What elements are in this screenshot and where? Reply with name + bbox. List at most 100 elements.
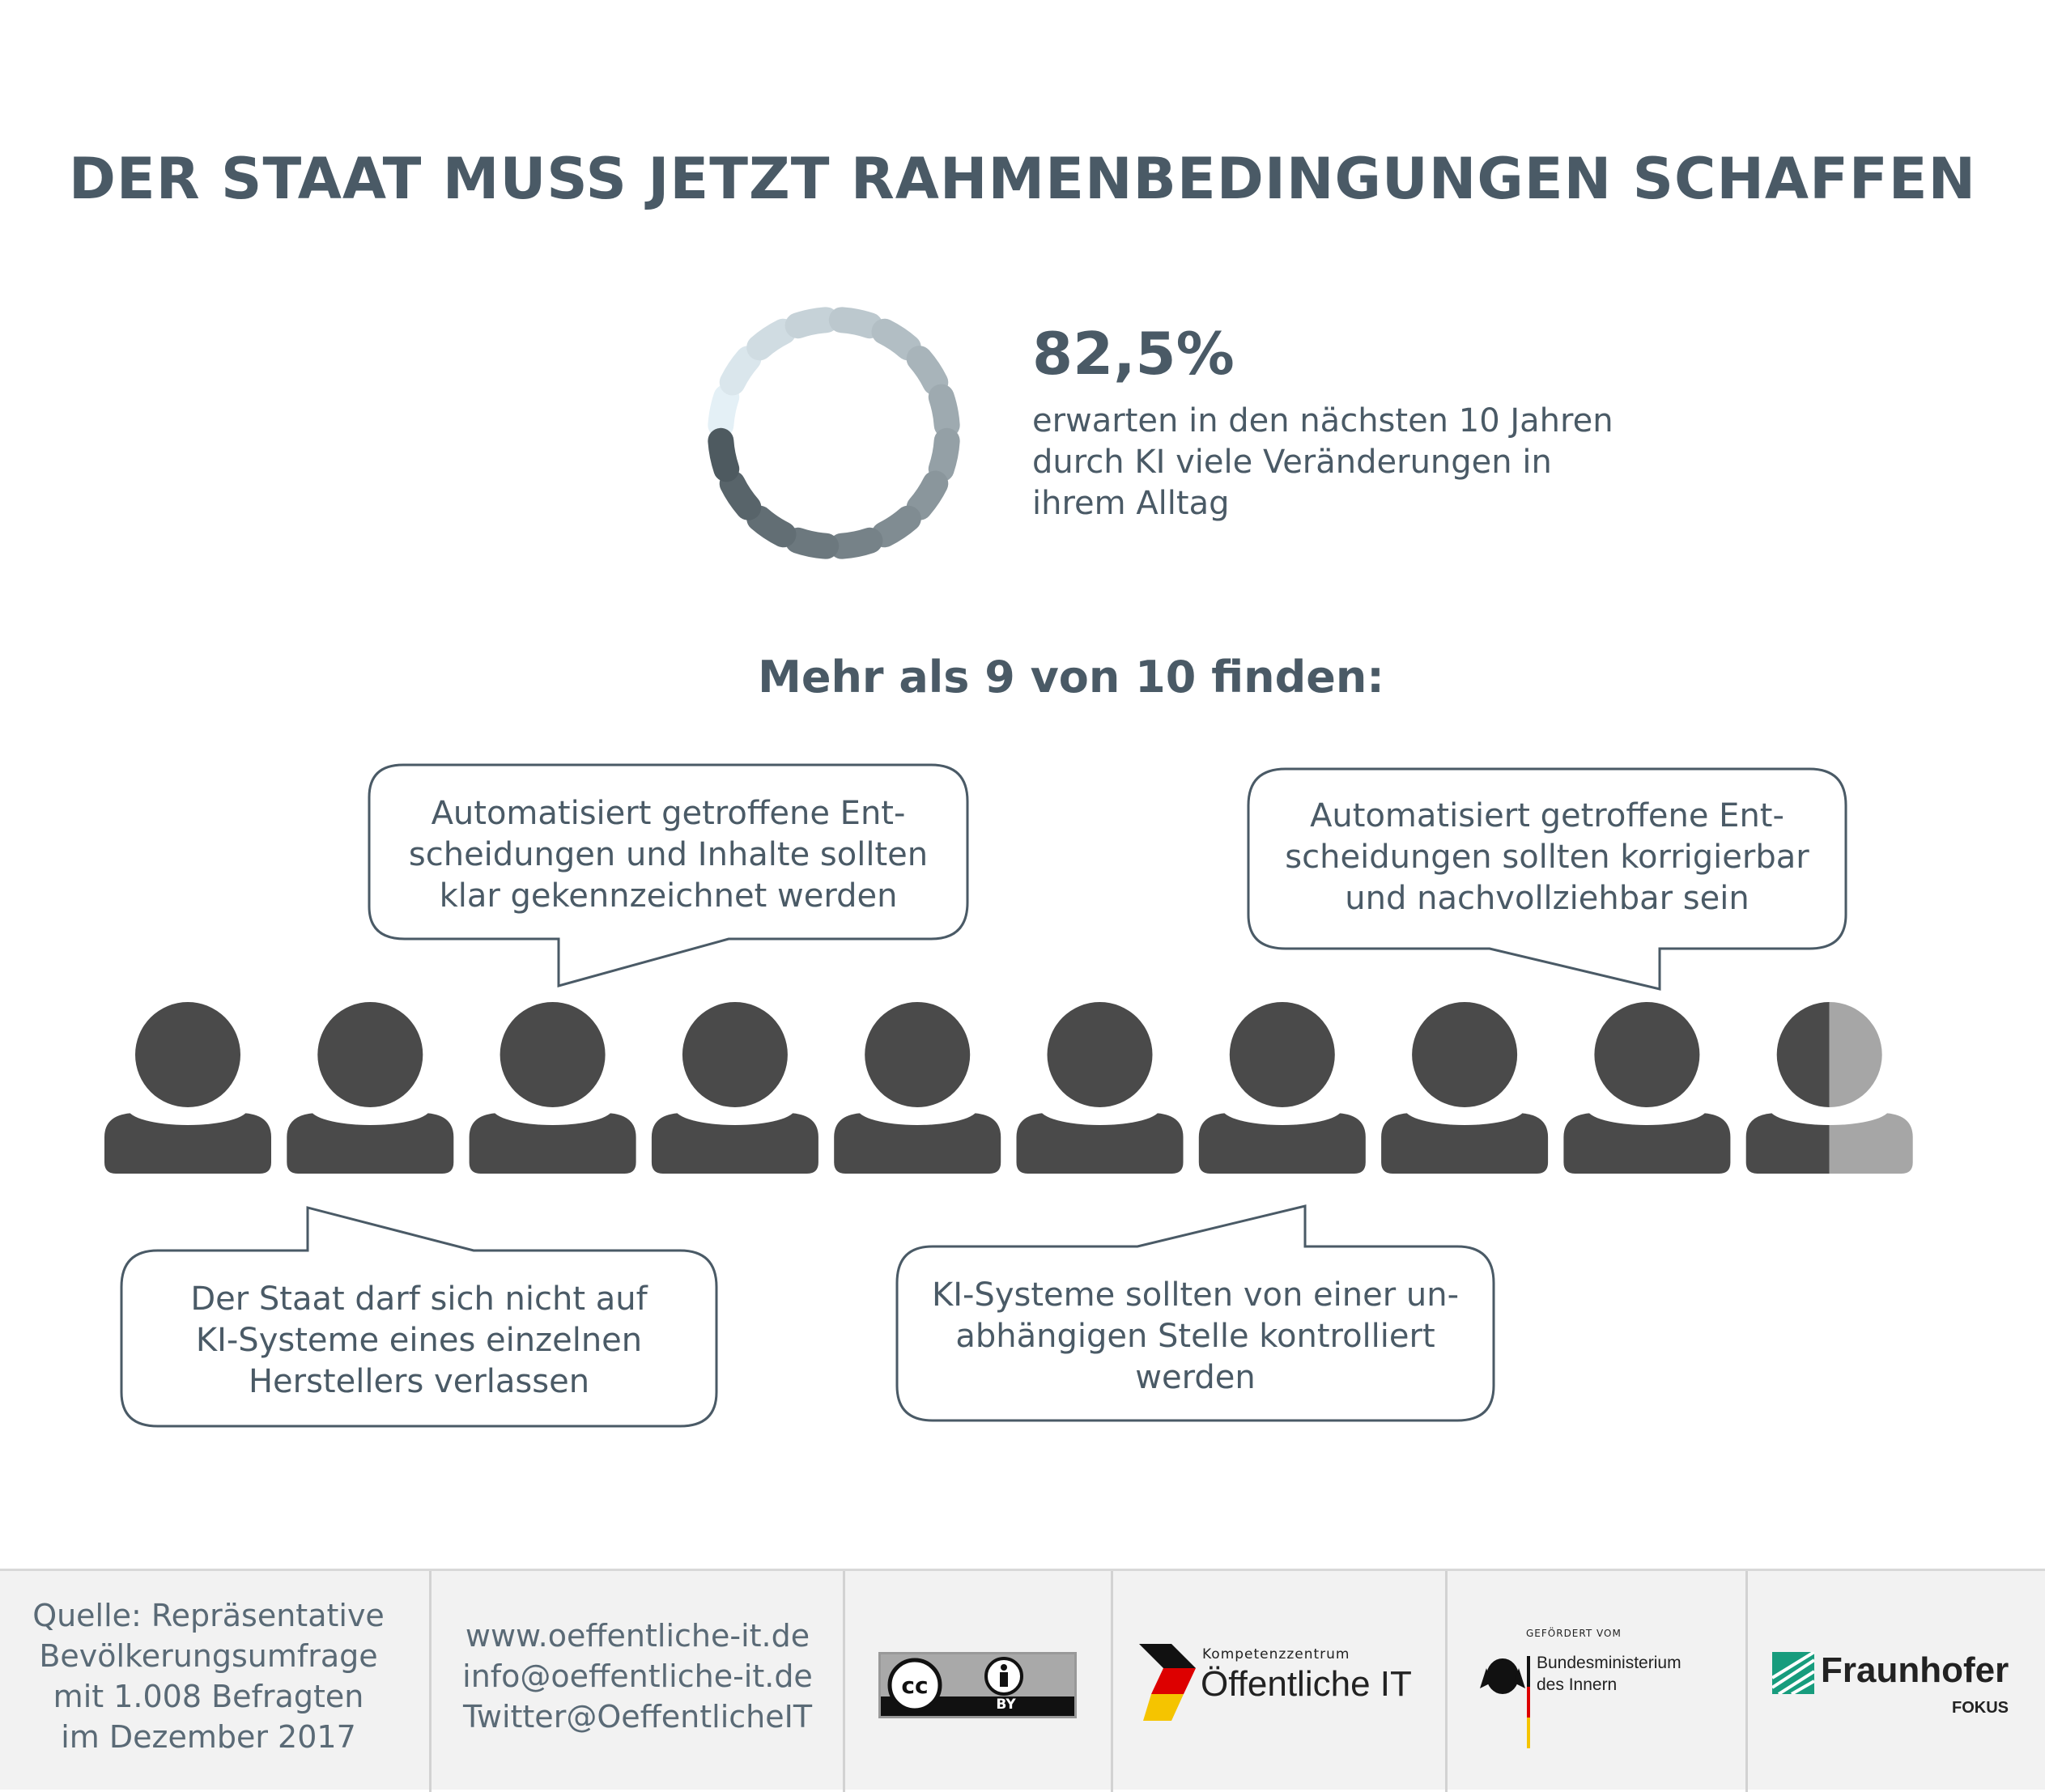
person-head [317,1002,423,1107]
stat-value: 82,5% [1032,320,1235,388]
bubble-line: Herstellers verlassen [248,1363,590,1400]
stat-desc-line: erwarten in den nächsten 10 Jahren [1032,402,1613,440]
bubble-line: KI-Systeme sollten von einer un- [931,1276,1460,1314]
footer-source: Quelle: Repräsentative Bevölkerungsumfra… [24,1571,393,1792]
speech-bubble-1-outline [368,763,969,987]
bubble-line: abhängigen Stelle kontrolliert [955,1318,1435,1355]
bubble-line: und nachvollziehbar sein [1345,880,1750,917]
ring-segment [906,470,949,520]
person-head [1229,1002,1335,1107]
german-flag-icon [1139,1644,1196,1721]
eagle-icon [1480,1656,1530,1748]
footer-divider [1445,1571,1448,1792]
ring-segment [719,346,762,396]
ring-segment [746,505,797,548]
speech-bubble-4: KI-Systeme sollten von einer un- abhängi… [897,1275,1494,1399]
person-neck-gap [310,1093,431,1125]
speech-bubble-1: Automatisiert getroffene Ent- scheidunge… [369,793,967,917]
license-label: BY [996,1696,1016,1713]
ring-segment [784,307,840,339]
bmi-logo: GEFÖRDERT VOM Bundesministerium des Inne… [1448,1571,1745,1792]
person-neck-gap [1405,1093,1525,1125]
website-link[interactable]: www.oeffentliche-it.de [465,1618,810,1654]
ring-segment [746,318,797,361]
page-title: DER STAAT MUSS JETZT RAHMENBEDINGUNGEN S… [68,146,1977,212]
ring-segment [708,427,740,482]
progress-ring [708,307,960,559]
source-line: mit 1.008 Befragten [53,1679,364,1714]
person-icon [1016,1002,1184,1174]
fraunhofer-mark-icon [1772,1652,1814,1694]
footer-divider [1111,1571,1113,1792]
bubble-line: klar gekennzeichnet werden [439,877,898,915]
person-neck-gap [492,1093,613,1125]
cc-by-license-badge: cc BY [878,1652,1077,1718]
svg-text:cc: cc [901,1672,928,1699]
speech-bubble-2-outline [1247,767,1847,991]
bubble-line: KI-Systeme eines einzelnen [195,1322,643,1359]
ring-segment [928,384,960,439]
bubble-line: Automatisiert getroffene Ent- [431,795,906,832]
footer-divider [843,1571,845,1792]
person-neck-gap [1587,1093,1707,1125]
person-head [1776,1002,1882,1107]
bubble-line: werden [1135,1359,1256,1396]
person-neck-gap [1222,1093,1342,1125]
speech-bubbles [120,763,1847,1428]
email-link[interactable]: info@oeffentliche-it.de [462,1658,813,1694]
footer-contact: www.oeffentliche-it.de info@oeffentliche… [433,1571,842,1792]
person-body [1016,1113,1184,1174]
bubble-line: scheidungen sollten korrigierbar [1285,839,1809,876]
person-icon [287,1002,454,1174]
person-neck-gap [857,1093,978,1125]
person-head [135,1002,240,1107]
stat-desc-line: durch KI viele Veränderungen in [1032,444,1552,481]
ring-segment [906,346,949,396]
person-icon [651,1002,818,1174]
kompetenzzentrum-logo: Kompetenzzentrum Öffentliche IT [1113,1571,1445,1792]
section-subtitle: Mehr als 9 von 10 finden: [758,652,1384,703]
person-icon [469,1002,636,1174]
person-body [469,1113,636,1174]
ring-segment [719,470,762,520]
fraunhofer-logo: Fraunhofer FOKUS [1748,1571,2045,1792]
person-neck-gap [1040,1093,1160,1125]
person-icon [104,1002,271,1174]
footer: Quelle: Repräsentative Bevölkerungsumfra… [0,1569,2045,1792]
ring-segment [708,384,740,439]
person-icon [1563,1002,1731,1174]
footer-divider [1745,1571,1748,1792]
bmi-small-label: GEFÖRDERT VOM [1526,1628,1622,1639]
person-body [1198,1113,1366,1174]
fraunhofer-name: Fraunhofer [1821,1650,2009,1690]
speech-bubble-4-outline [895,1204,1495,1422]
source-line: Quelle: Repräsentative [32,1598,385,1633]
ring-segment [871,318,921,361]
person-head [1047,1002,1153,1107]
twitter-link[interactable]: Twitter@OeffentlicheIT [462,1699,813,1735]
bubble-line: scheidungen und Inhalte sollten [408,836,929,873]
person-icon [1745,1002,1913,1174]
stat-desc-line: ihrem Alltag [1032,485,1230,522]
footer-divider [429,1571,432,1792]
ring-segment [828,527,883,559]
cc-by-icon: cc [881,1654,1074,1713]
source-line: Bevölkerungsumfrage [39,1638,378,1674]
speech-bubble-2: Automatisiert getroffene Ent- scheidunge… [1248,796,1846,919]
source-line: im Dezember 2017 [61,1719,356,1755]
fraunhofer-sub: FOKUS [1952,1699,2009,1717]
person-icon [1198,1002,1366,1174]
person-body [1381,1113,1549,1174]
kompetenz-small-label: Kompetenzzentrum [1202,1646,1350,1662]
person-neck-gap [1769,1093,1890,1125]
ring-segment [871,505,921,548]
people-row [104,1002,1913,1174]
person-body [1563,1113,1731,1174]
stat-description: erwarten in den nächsten 10 Jahren durch… [1032,401,1647,524]
ring-segment [928,427,960,482]
bmi-name: Bundesministerium des Innern [1537,1652,1681,1696]
speech-bubble-3-outline [120,1206,718,1428]
person-body [834,1113,1001,1174]
ring-segment [784,527,840,559]
person-neck-gap [674,1093,795,1125]
